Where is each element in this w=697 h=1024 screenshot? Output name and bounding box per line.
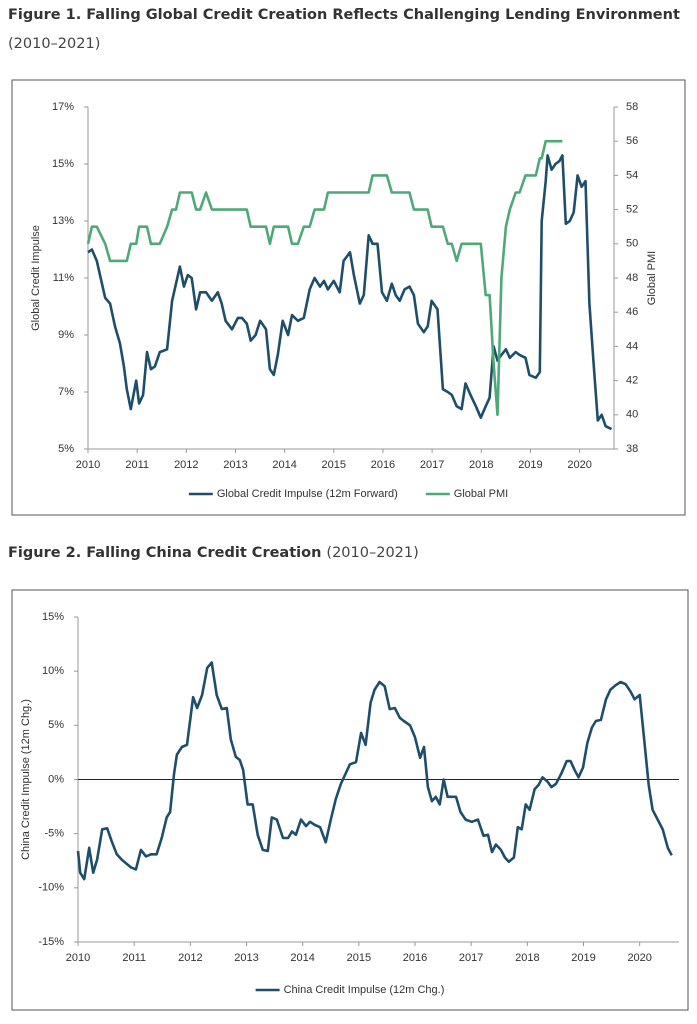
- x-tick-label: 2019: [571, 952, 595, 964]
- x-tick-label: 2013: [234, 952, 258, 964]
- y-tick-label: 5%: [58, 443, 74, 455]
- x-tick-label: 2011: [125, 459, 149, 471]
- y-tick-label: 13%: [52, 215, 74, 227]
- y-tick-label: 0%: [48, 773, 64, 785]
- y2-tick-label: 40: [626, 409, 638, 421]
- x-tick-label: 2015: [347, 952, 371, 964]
- legend-label: Global Credit Impulse (12m Forward): [217, 488, 398, 500]
- figure-title: Figure 1. Falling Global Credit Creation…: [8, 7, 680, 23]
- y2-tick-label: 38: [626, 443, 638, 455]
- figure-title: Figure 2. Falling China Credit Creation: [8, 545, 321, 561]
- y-tick-label: -5%: [44, 828, 64, 840]
- legend-label: China Credit Impulse (12m Chg.): [284, 984, 445, 996]
- x-tick-label: 2015: [322, 459, 346, 471]
- x-tick-label: 2016: [371, 459, 395, 471]
- y2-tick-label: 50: [626, 238, 638, 250]
- x-tick-label: 2013: [223, 459, 247, 471]
- legend-label: Global PMI: [454, 488, 508, 500]
- y2-tick-label: 46: [626, 306, 638, 318]
- series-line: [86, 139, 563, 417]
- y-tick-label: 5%: [48, 719, 64, 731]
- y2-tick-label: 54: [626, 169, 638, 181]
- x-tick-label: 2011: [122, 952, 146, 964]
- figure-subtitle: (2010–2021): [326, 545, 418, 561]
- series-line: [87, 154, 613, 431]
- y2-tick-label: 48: [626, 272, 638, 284]
- y2-axis-label: Global PMI: [646, 251, 658, 305]
- x-tick-label: 2020: [627, 952, 651, 964]
- series-line: [76, 661, 673, 881]
- y-tick-label: 9%: [58, 329, 74, 341]
- chart-frame: [11, 589, 689, 1011]
- y2-tick-label: 44: [626, 340, 638, 352]
- x-tick-label: 2019: [518, 459, 542, 471]
- y-tick-label: 7%: [58, 386, 74, 398]
- x-tick-label: 2014: [272, 459, 296, 471]
- y-tick-label: 11%: [53, 272, 74, 284]
- y2-tick-label: 56: [626, 135, 638, 147]
- x-tick-label: 2010: [66, 952, 90, 964]
- y-tick-label: 15%: [42, 611, 64, 623]
- x-tick-label: 2020: [567, 459, 591, 471]
- y-tick-label: 10%: [42, 665, 64, 677]
- y2-tick-label: 52: [626, 204, 638, 216]
- y2-tick-label: 42: [626, 375, 638, 387]
- x-tick-label: 2016: [403, 952, 427, 964]
- x-tick-label: 2010: [76, 459, 100, 471]
- figure-subtitle: (2010–2021): [8, 36, 100, 52]
- y2-tick-label: 58: [626, 101, 638, 113]
- y-tick-label: -10%: [38, 882, 64, 894]
- x-tick-label: 2018: [469, 459, 493, 471]
- x-tick-label: 2012: [174, 459, 198, 471]
- y-tick-label: 17%: [52, 101, 74, 113]
- y-axis-label: Global Credit Impulse: [30, 225, 42, 331]
- x-tick-label: 2017: [459, 952, 483, 964]
- y-axis-label: China Credit Impulse (12m Chg.): [20, 699, 32, 860]
- x-tick-label: 2012: [178, 952, 202, 964]
- y-tick-label: -15%: [38, 936, 64, 948]
- x-tick-label: 2014: [290, 952, 314, 964]
- x-tick-label: 2017: [420, 459, 444, 471]
- x-tick-label: 2018: [515, 952, 539, 964]
- y-tick-label: 15%: [52, 158, 74, 170]
- chart-frame: [11, 79, 686, 516]
